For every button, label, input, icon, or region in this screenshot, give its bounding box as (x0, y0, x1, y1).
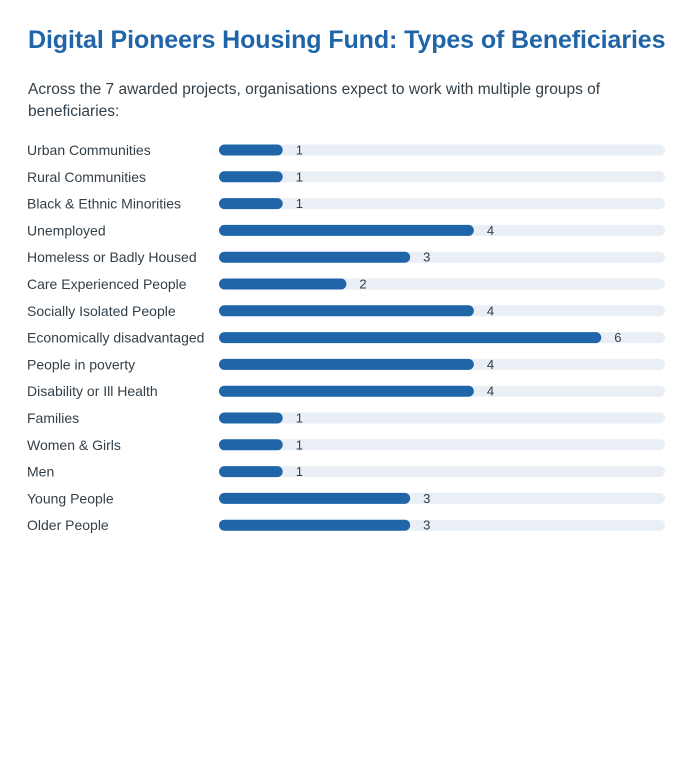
bar-row-economically-disadvantaged: Economically disadvantaged 6 (27, 330, 665, 346)
value-label: 3 (423, 491, 430, 506)
value-label: 6 (614, 330, 621, 345)
bar (219, 332, 602, 344)
category-label: Young People (27, 490, 114, 506)
bar (219, 466, 283, 478)
bar-row-black-ethnic-minorities: Black & Ethnic Minorities 1 (27, 196, 665, 212)
bar (219, 144, 283, 156)
bar-row-women-girls: Women & Girls 1 (27, 437, 665, 453)
chart-title: Digital Pioneers Housing Fund: Types of … (28, 26, 666, 54)
bar (219, 358, 474, 370)
bar (219, 198, 283, 210)
category-label: Men (27, 464, 54, 480)
category-label: Socially Isolated People (27, 303, 176, 319)
category-label: Homeless or Badly Housed (27, 249, 197, 265)
category-label: Unemployed (27, 222, 106, 238)
category-label: Urban Communities (27, 142, 151, 158)
value-label: 1 (296, 411, 303, 426)
bar-track (219, 198, 665, 210)
value-label: 4 (487, 357, 494, 372)
chart-subtitle: Across the 7 awarded projects, organisat… (28, 81, 601, 120)
bar-row-older-people: Older People 3 (27, 517, 665, 533)
bar-row-disability-or-ill-health: Disability or Ill Health 4 (27, 383, 665, 399)
bar-row-care-experienced-people: Care Experienced People 2 (27, 276, 665, 292)
category-label: Older People (27, 517, 109, 533)
bar-track (219, 171, 665, 183)
value-label: 1 (296, 437, 303, 452)
bar-track (219, 412, 665, 424)
category-label: Economically disadvantaged (27, 330, 204, 346)
value-label: 3 (423, 518, 430, 533)
bar (219, 439, 283, 451)
bar (219, 492, 411, 504)
bar (219, 385, 474, 397)
bar-row-men: Men 1 (27, 464, 665, 480)
bar (219, 305, 474, 317)
bar (219, 224, 474, 236)
bar-row-socially-isolated-people: Socially Isolated People 4 (27, 303, 665, 319)
bar-track (219, 439, 665, 451)
bar-track (219, 466, 665, 478)
value-label: 1 (296, 169, 303, 184)
category-label: Families (27, 410, 79, 426)
value-label: 4 (487, 303, 494, 318)
bar-row-people-in-poverty: People in poverty 4 (27, 356, 665, 372)
value-label: 1 (296, 464, 303, 479)
category-label: People in poverty (27, 356, 135, 372)
value-label: 1 (296, 196, 303, 211)
bar (219, 278, 347, 290)
bar (219, 412, 283, 424)
bar-row-families: Families 1 (27, 410, 665, 426)
bar-row-unemployed: Unemployed 4 (27, 222, 665, 238)
value-label: 4 (487, 384, 494, 399)
bar-row-homeless-or-badly-housed: Homeless or Badly Housed 3 (27, 249, 665, 265)
category-label: Care Experienced People (27, 276, 187, 292)
value-label: 1 (296, 143, 303, 158)
bar-track (219, 144, 665, 156)
category-label: Rural Communities (27, 169, 146, 185)
value-label: 3 (423, 250, 430, 265)
bar (219, 519, 411, 531)
bar-row-rural-communities: Rural Communities 1 (27, 169, 665, 185)
value-label: 4 (487, 223, 494, 238)
category-label: Women & Girls (27, 437, 121, 453)
bar (219, 251, 411, 263)
category-label: Disability or Ill Health (27, 383, 158, 399)
value-label: 2 (359, 277, 366, 292)
bar (219, 171, 283, 183)
bar-row-urban-communities: Urban Communities 1 (27, 142, 665, 158)
bar-row-young-people: Young People 3 (27, 490, 665, 506)
category-label: Black & Ethnic Minorities (27, 196, 181, 212)
